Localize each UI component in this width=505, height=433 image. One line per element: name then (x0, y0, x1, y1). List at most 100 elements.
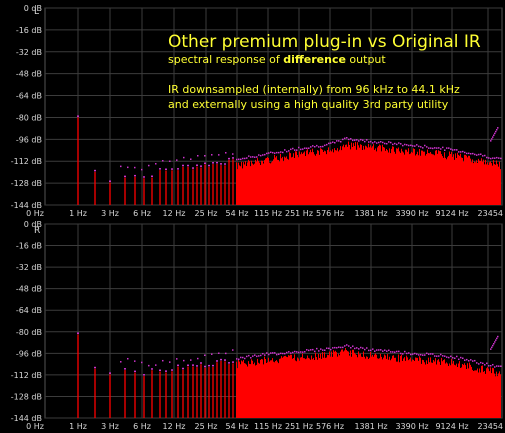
peak-marker (490, 157, 492, 160)
peak-marker (468, 360, 470, 362)
peak-marker (478, 363, 480, 365)
peak-marker (204, 162, 206, 165)
peak-marker (474, 153, 476, 156)
peak-marker (228, 157, 230, 160)
peak-marker (400, 352, 402, 355)
peak-marker (466, 358, 468, 361)
peak-marker (196, 365, 198, 367)
peak-marker (278, 151, 280, 154)
peak-marker (200, 165, 202, 167)
peak-marker (127, 166, 129, 169)
peak-marker (258, 154, 260, 156)
peak-marker (280, 352, 282, 355)
peak-marker (262, 352, 264, 355)
peak-marker (232, 361, 234, 363)
peak-marker (322, 145, 324, 148)
peak-marker (124, 368, 126, 370)
x-tick-label: 3390 Hz (395, 209, 428, 218)
peak-marker (344, 137, 346, 140)
peak-marker (338, 346, 340, 348)
peak-marker (348, 138, 350, 141)
peak-marker (240, 356, 242, 359)
peak-marker (378, 141, 380, 144)
peak-marker (232, 349, 234, 351)
peak-marker (225, 152, 227, 154)
peak-marker (176, 358, 178, 360)
annotation-note-line1: IR downsampled (internally) from 96 kHz … (168, 83, 460, 96)
peak-marker (134, 174, 136, 177)
peak-marker (448, 356, 450, 359)
peak-marker (484, 364, 486, 366)
x-tick-label: 54 Hz (226, 209, 249, 218)
peak-marker (426, 146, 428, 148)
peak-marker (248, 155, 250, 157)
x-tick-label: 23454 (478, 209, 503, 218)
x-tick-label: 9124 Hz (435, 209, 468, 218)
peak-marker (216, 161, 218, 164)
peak-marker (412, 145, 414, 147)
peak-marker (356, 347, 358, 349)
peak-marker (380, 349, 382, 351)
peak-marker (336, 140, 338, 142)
peak-marker (270, 151, 272, 153)
peak-marker (450, 355, 452, 358)
peak-marker (236, 358, 238, 360)
peak-marker (310, 349, 312, 351)
peak-marker (438, 355, 440, 357)
peak-marker (452, 149, 454, 151)
peak-marker (312, 348, 314, 351)
peak-marker (141, 361, 143, 364)
peak-marker (492, 157, 494, 159)
channel-label: L (34, 7, 39, 17)
peak-marker (394, 142, 396, 145)
peak-marker (486, 156, 488, 159)
peak-marker (406, 144, 408, 146)
peak-marker (474, 359, 476, 362)
peak-marker (220, 358, 222, 361)
peak-marker (316, 144, 318, 147)
peak-marker (282, 352, 284, 355)
peak-marker (306, 147, 308, 150)
peak-marker (232, 153, 234, 155)
peak-marker (151, 175, 153, 178)
peak-marker (254, 354, 256, 356)
peak-marker (328, 142, 330, 145)
peak-marker (286, 150, 288, 153)
peak-marker (402, 144, 404, 147)
peak-marker (484, 154, 486, 157)
peak-marker (354, 347, 356, 350)
peak-marker (238, 158, 240, 161)
peak-marker (330, 348, 332, 351)
peak-marker (368, 141, 370, 143)
peak-marker (362, 139, 364, 141)
peak-marker (494, 341, 496, 343)
peak-marker (486, 362, 488, 365)
peak-marker (306, 349, 308, 351)
peak-marker (442, 146, 444, 149)
peak-marker (328, 347, 330, 350)
peak-marker (418, 145, 420, 148)
chart-annotation: Other premium plug-in vs Original IR spe… (168, 32, 481, 111)
peak-marker (192, 364, 194, 366)
peak-marker (284, 149, 286, 151)
peak-marker (228, 362, 230, 364)
peak-marker (392, 143, 394, 146)
y-tick-label: -96 dB (16, 135, 42, 144)
peak-marker (492, 344, 494, 347)
peak-marker (298, 351, 300, 354)
spectrum-bars (77, 334, 501, 418)
x-tick-label: 1381 Hz (354, 209, 387, 218)
peak-marker (141, 168, 143, 171)
peak-marker (109, 180, 111, 182)
peak-marker (124, 175, 126, 178)
peak-marker (276, 353, 278, 356)
spectrum-panel-right: 0 dB -16 dB -32 dB -48 dB -64 dB -80 dB -96 dB… (11, 220, 503, 431)
peak-marker (324, 349, 326, 351)
peak-marker (464, 359, 466, 361)
peak-marker (134, 360, 136, 362)
peak-marker (274, 152, 276, 154)
peak-marker (456, 149, 458, 151)
peak-marker (260, 354, 262, 357)
peak-marker (143, 374, 145, 376)
